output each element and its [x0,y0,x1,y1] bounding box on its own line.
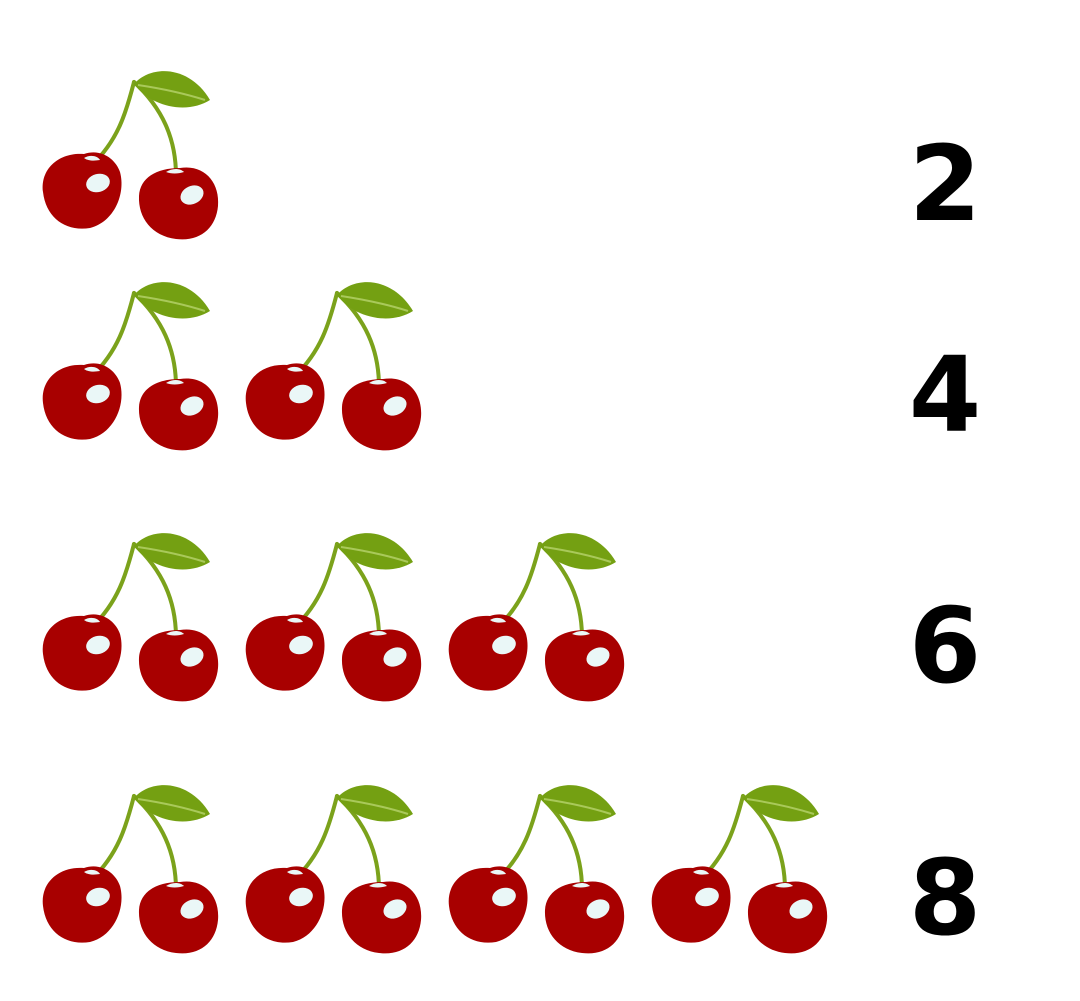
count-number: 8 [908,837,982,959]
cherry-group [42,71,219,240]
cherry-pair-icon [448,785,625,954]
cherry-pair-icon [245,785,422,954]
cherry-pair-icon [245,282,422,451]
count-row: 4 [0,279,1080,469]
count-row: 8 [0,782,1080,972]
count-row: 6 [0,530,1080,720]
cherry-pair-icon [42,282,219,451]
cherry-pair-icon [448,533,625,702]
cherry-pair-icon [42,71,219,240]
cherry-pair-icon [42,785,219,954]
cherry-group [42,785,828,954]
cherry-pair-icon [42,533,219,702]
cherry-pair-icon [651,785,828,954]
cherry-group [42,282,422,451]
count-row: 2 [0,68,1080,258]
cherry-group [42,533,625,702]
cherry-pair-icon [245,533,422,702]
count-number: 6 [908,585,982,707]
count-number: 4 [908,334,982,456]
count-number: 2 [908,123,982,245]
